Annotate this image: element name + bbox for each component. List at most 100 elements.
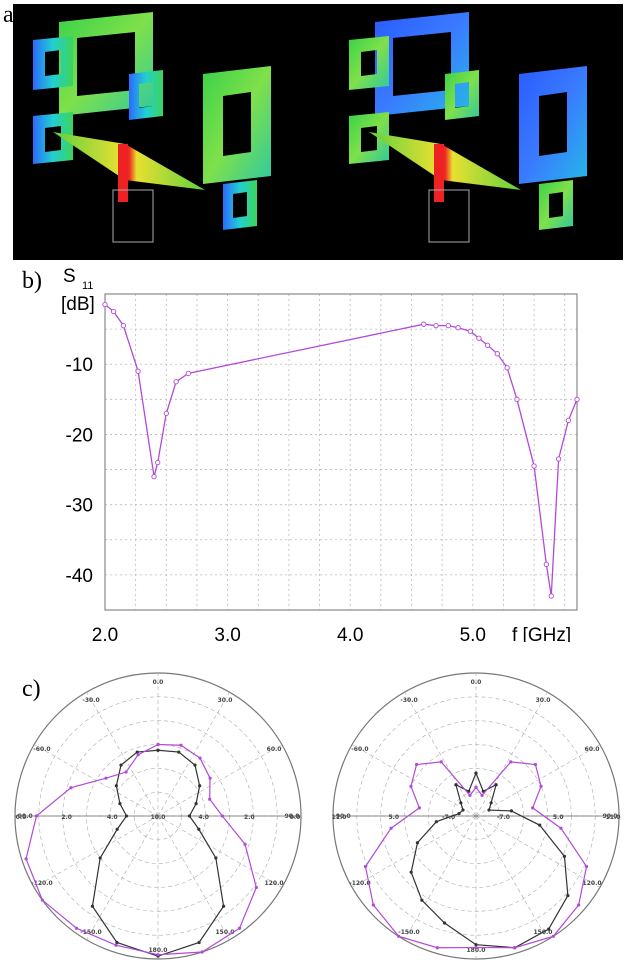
right-field-view — [349, 12, 587, 243]
polar-angle-label: 180.0 — [149, 947, 168, 954]
polar-data-point — [198, 784, 202, 788]
s11-data-point — [433, 322, 439, 329]
polar-angle-label: 180.0 — [467, 947, 486, 954]
polar-data-point — [74, 926, 79, 930]
s11-data-point — [494, 351, 500, 357]
polar-data-point — [417, 806, 421, 810]
polar-data-point — [179, 743, 183, 747]
polar-data-point — [439, 760, 443, 764]
polar-angle-label: 30.0 — [218, 697, 233, 704]
y-axis-title: S — [63, 266, 76, 287]
polar-data-point — [461, 808, 465, 812]
polar-data-point — [98, 856, 102, 860]
polar-angle-label: 90.0 — [603, 813, 618, 820]
polar-angle-label: 60.0 — [585, 746, 600, 753]
polar-spoke — [475, 815, 548, 940]
polar-angle-label: -30.0 — [400, 697, 417, 704]
polar-data-point — [513, 946, 517, 950]
polar-spoke — [475, 744, 600, 817]
polar-spoke — [352, 815, 477, 888]
polar-data-point — [237, 926, 242, 930]
plot-frame — [104, 293, 578, 611]
y-tick-label: -40 — [66, 566, 93, 587]
field-simulation-graphic — [33, 12, 587, 243]
polar-data-point — [200, 950, 204, 954]
s11-data-point — [514, 396, 520, 402]
polar-data-point — [435, 946, 439, 950]
polar-spoke — [352, 744, 477, 817]
s11-data-point — [151, 473, 157, 480]
polar-data-point — [115, 940, 119, 945]
polar-data-point — [177, 750, 181, 754]
polar-data-point — [156, 953, 160, 957]
polar-data-point — [420, 898, 424, 902]
polar-data-point — [114, 943, 118, 947]
s11-data-point — [467, 328, 473, 334]
polar-data-point — [397, 934, 401, 938]
polar-angle-label: 120.0 — [583, 880, 602, 887]
polar-data-point — [459, 801, 463, 805]
polar-spoke — [157, 815, 282, 888]
s11-series-line — [104, 304, 578, 597]
radiation-patterns: 0.0 30.0 60.0 90.0 120.0 150.0 180.0 -150.0 -120… — [0, 668, 632, 965]
polar-data-point — [434, 820, 438, 824]
polar-data-point — [442, 921, 447, 925]
s11-data-point — [455, 325, 461, 331]
s11-chart: 2.0 3.0 4.0 5.0 -10 -20 -30 -40 S 11 [dB] f [GHz] — [0, 262, 632, 646]
polar-data-point — [509, 809, 513, 813]
polar-data-point — [577, 903, 581, 907]
polar-data-point — [562, 854, 567, 858]
x-tick-label: 3.0 — [214, 625, 240, 642]
polar-data-point — [118, 802, 122, 806]
x-tick-label: 4.0 — [337, 625, 363, 642]
y-axis-unit: [dB] — [61, 294, 95, 315]
polar-data-point — [584, 864, 589, 869]
polar-radial-label: 0.0 — [16, 814, 27, 821]
polar-angle-label: 150.0 — [216, 929, 235, 936]
polar-data-point — [538, 823, 542, 827]
polar-data-point — [566, 893, 570, 898]
polar-angle-label: -30.0 — [82, 697, 99, 704]
polar-radial-label: 5.0 — [388, 814, 399, 821]
polar-data-point — [194, 802, 198, 806]
s11-data-point — [135, 368, 141, 374]
polar-data-point — [124, 770, 128, 774]
polar-angle-label: -90.0 — [333, 813, 350, 820]
polar-angle-label: 60.0 — [267, 746, 282, 753]
polar-data-point — [371, 903, 375, 907]
s11-data-point — [484, 342, 491, 348]
polar-radial-label: 4.0 — [198, 814, 209, 821]
polar-spoke — [404, 692, 477, 817]
s11-data-point — [548, 593, 554, 599]
polar-data-point — [156, 748, 160, 752]
polar-data-point — [156, 742, 160, 747]
polar-data-point — [409, 784, 413, 788]
polar-data-point — [104, 776, 108, 780]
polar-data-point — [40, 898, 44, 902]
polar-data-point — [69, 786, 73, 790]
panel-label-b: b) — [22, 268, 42, 294]
polar-data-point — [487, 808, 491, 812]
polar-data-point — [489, 801, 493, 805]
polar-spoke — [86, 692, 159, 817]
polar-angle-label: 0.0 — [153, 679, 164, 686]
polar-data-point — [135, 750, 139, 754]
s11-data-point — [574, 396, 580, 402]
polar-spoke — [34, 815, 159, 888]
polar-data-point — [193, 763, 197, 767]
polar-data-point — [467, 789, 471, 793]
s11-data-point — [173, 379, 179, 385]
y-tick-label: -10 — [66, 355, 93, 376]
x-axis-title: f [GHz] — [512, 625, 571, 642]
s11-data-point — [565, 417, 572, 424]
polar-data-point — [474, 945, 478, 950]
polar-spoke — [86, 815, 159, 940]
polar-data-point — [24, 857, 28, 861]
polar-charts-svg: 0.0 30.0 60.0 90.0 120.0 150.0 180.0 -150.0 -120… — [14, 672, 620, 960]
y-axis-title-subscript: 11 — [82, 280, 93, 292]
polar-spoke — [157, 815, 230, 940]
polar-radial-label: 2.0 — [61, 814, 72, 821]
polar-data-point — [220, 814, 224, 818]
panel-label-c: c) — [22, 676, 41, 702]
polar-spoke — [157, 744, 282, 817]
